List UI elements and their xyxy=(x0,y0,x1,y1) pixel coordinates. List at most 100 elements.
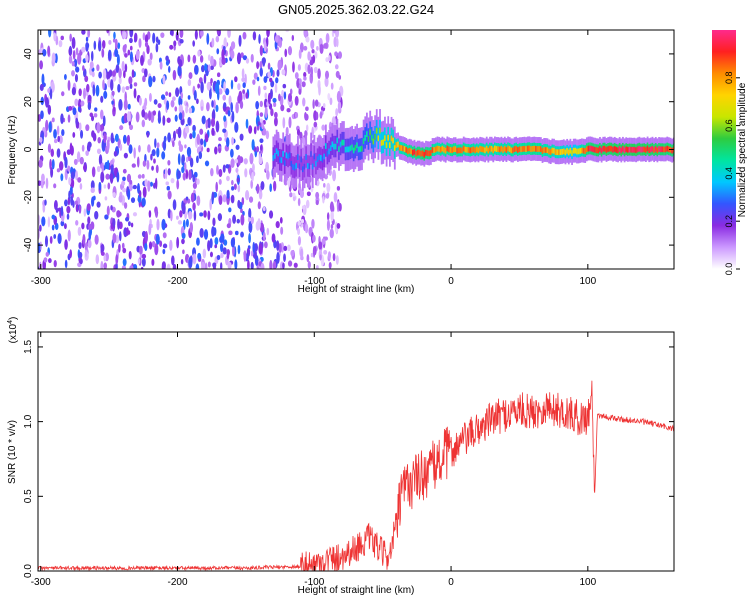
heatmap-cell xyxy=(252,31,257,41)
heatmap-cell xyxy=(209,198,212,211)
snr-background xyxy=(38,332,674,571)
heatmap-cell xyxy=(259,45,264,56)
heatmap-cell xyxy=(170,99,175,108)
heatmap-cell xyxy=(207,64,211,72)
heatmap-cell xyxy=(216,48,220,55)
heatmap-cell xyxy=(78,204,82,214)
heatmap-cell xyxy=(96,201,101,208)
heatmap-cell xyxy=(305,154,308,160)
heatmap-cell xyxy=(138,38,142,48)
heatmap-cell xyxy=(157,110,161,121)
heatmap-cell xyxy=(89,61,94,69)
heatmap-cell xyxy=(311,49,315,54)
heatmap-cell xyxy=(324,76,329,88)
heatmap-cell xyxy=(439,146,442,153)
heatmap-cell xyxy=(190,192,195,203)
heatmap-cell xyxy=(128,221,131,227)
colorbar-tick-label: 0.2 xyxy=(724,215,734,228)
heatmap-cell xyxy=(380,140,383,146)
heatmap-cell xyxy=(172,96,176,102)
heatmap-cell xyxy=(101,40,106,49)
heatmap-cell xyxy=(265,36,269,48)
heatmap-cell xyxy=(282,262,285,269)
heatmap-cell xyxy=(668,146,670,153)
heatmap-cell xyxy=(85,124,90,132)
heatmap-cell xyxy=(201,261,205,269)
heatmap-cell xyxy=(113,31,116,40)
heatmap-cell xyxy=(193,89,197,101)
snr-y-label: SNR (10 * v/v) xyxy=(7,420,18,484)
heatmap-cell xyxy=(512,147,514,154)
heatmap-cell xyxy=(59,161,64,171)
heatmap-cell xyxy=(212,99,216,109)
heatmap-cell xyxy=(264,92,268,100)
heatmap-cell xyxy=(321,156,324,163)
heatmap-cell xyxy=(83,164,86,171)
heatmap-cell xyxy=(200,65,205,73)
heatmap-cell xyxy=(151,149,156,157)
heatmap-cell xyxy=(40,96,44,106)
heatmap-cell xyxy=(250,216,254,225)
colorbar-tick-label: 0.8 xyxy=(724,72,734,85)
heatmap-cell xyxy=(297,220,302,226)
heatmap-cell xyxy=(223,239,228,246)
heatmap-cell xyxy=(572,147,575,154)
heatmap-cell xyxy=(238,90,243,103)
heatmap-cell xyxy=(40,110,44,120)
heatmap-cell xyxy=(521,146,524,152)
heatmap-cell xyxy=(251,171,254,182)
heatmap-cell xyxy=(121,60,125,72)
heatmap-cell xyxy=(332,30,337,34)
heatmap-cell xyxy=(671,147,674,154)
heatmap-cell xyxy=(322,103,326,108)
heatmap-cell xyxy=(258,243,263,255)
heatmap-cell xyxy=(631,146,634,153)
heatmap-cell xyxy=(96,122,101,134)
heatmap-cell xyxy=(569,147,572,154)
heatmap-cell xyxy=(263,41,267,53)
heatmap-cell xyxy=(498,146,501,153)
heatmap-cell xyxy=(375,127,378,134)
heatmap-cell xyxy=(633,146,636,153)
heatmap-cell xyxy=(335,255,339,265)
heatmap-cell xyxy=(232,214,237,224)
heatmap-cell xyxy=(123,202,128,209)
heatmap-cell xyxy=(336,222,341,229)
heatmap-cell xyxy=(270,108,274,117)
heatmap-cell xyxy=(168,92,172,97)
heatmap-cell xyxy=(88,223,92,230)
spectrogram-x-label: Height of straight line (km) xyxy=(298,284,415,295)
heatmap-cell xyxy=(549,149,552,155)
heatmap-cell xyxy=(400,145,403,151)
heatmap-cell xyxy=(112,38,116,43)
heatmap-cell xyxy=(241,197,245,206)
heatmap-cell xyxy=(63,223,67,230)
heatmap-cell xyxy=(267,62,271,70)
snr-scale-close: ) xyxy=(8,317,19,320)
heatmap-cell xyxy=(328,148,331,155)
heatmap-cell xyxy=(118,243,121,253)
heatmap-cell xyxy=(117,42,121,50)
heatmap-cell xyxy=(293,164,296,171)
heatmap-cell xyxy=(539,146,542,152)
heatmap-cell xyxy=(133,32,138,43)
heatmap-cell xyxy=(61,129,65,136)
heatmap-cell xyxy=(107,182,111,190)
heatmap-cell xyxy=(153,182,156,189)
heatmap-cell xyxy=(666,145,669,152)
heatmap-cell xyxy=(74,200,78,205)
heatmap-cell xyxy=(239,133,244,141)
heatmap-cell xyxy=(196,133,201,146)
y-tick-label: 1.5 xyxy=(23,340,34,354)
heatmap-cell xyxy=(251,139,255,151)
heatmap-cell xyxy=(244,168,248,178)
heatmap-cell xyxy=(269,183,272,193)
heatmap-cell xyxy=(75,170,78,181)
heatmap-cell xyxy=(230,102,234,113)
heatmap-cell xyxy=(566,148,569,154)
heatmap-cell xyxy=(556,149,559,156)
heatmap-cell xyxy=(41,73,45,85)
heatmap-cell xyxy=(116,54,120,66)
heatmap-cell xyxy=(258,156,263,165)
heatmap-cell xyxy=(122,168,127,174)
